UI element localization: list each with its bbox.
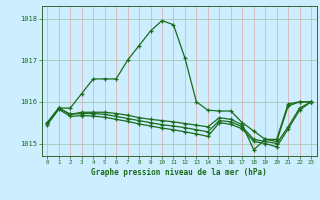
X-axis label: Graphe pression niveau de la mer (hPa): Graphe pression niveau de la mer (hPa) <box>91 168 267 177</box>
